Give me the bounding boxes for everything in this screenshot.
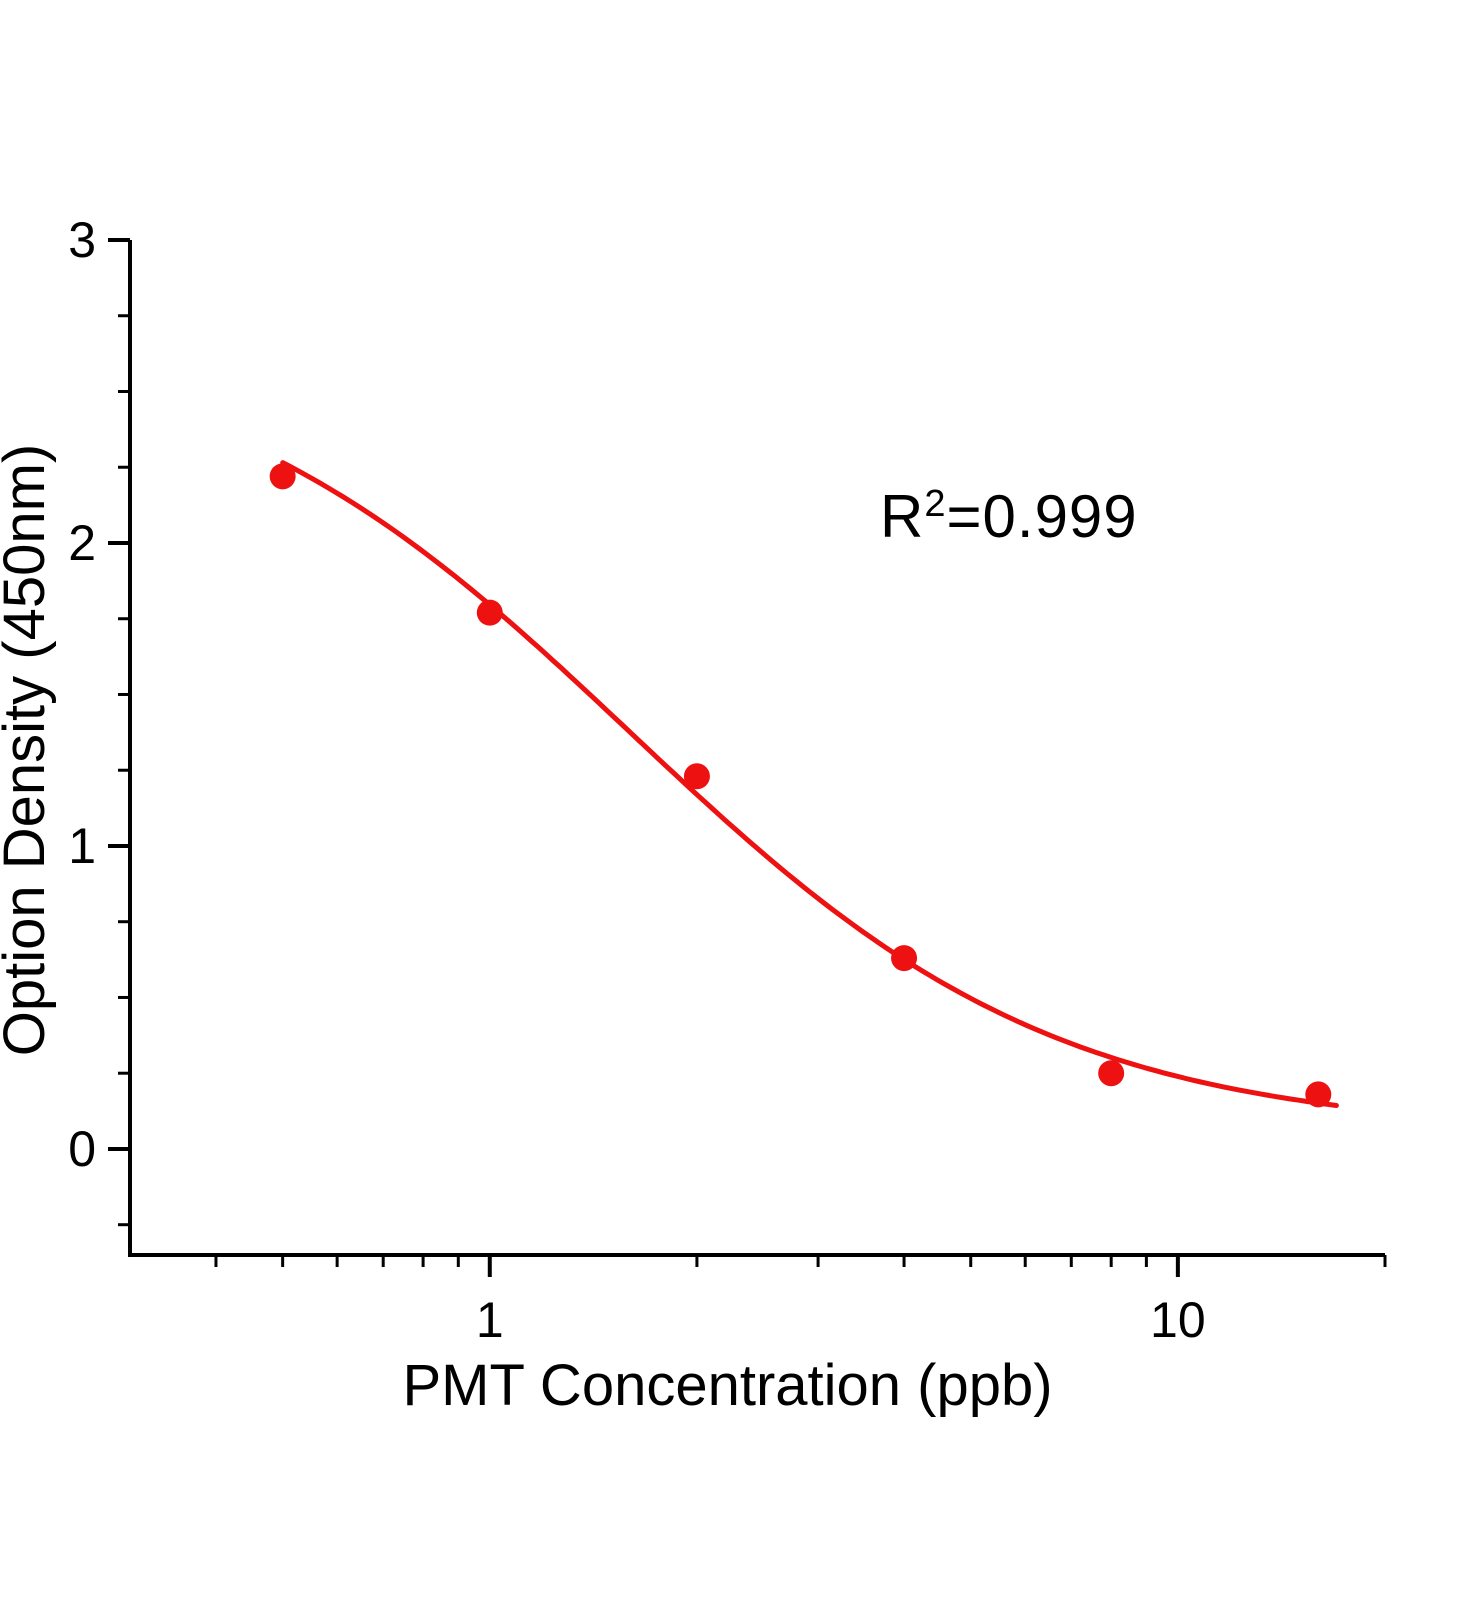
- data-point: [1098, 1060, 1125, 1087]
- y-tick-label: 0: [68, 1121, 96, 1177]
- x-tick-label: 10: [1150, 1292, 1206, 1348]
- r-squared-base: R: [880, 483, 925, 550]
- x-axis-label: PMT Concentration (ppb): [402, 1353, 1052, 1418]
- fit-curve: [280, 460, 1339, 1108]
- x-tick-label: 1: [476, 1292, 504, 1348]
- r-squared-value: =0.999: [946, 483, 1138, 550]
- data-point: [683, 763, 710, 790]
- data-point: [1305, 1081, 1332, 1108]
- y-axis-label: Option Density (450nm): [0, 444, 57, 1056]
- y-tick-label: 1: [68, 818, 96, 874]
- r-squared-superscript: 2: [924, 483, 947, 525]
- r-squared-annotation: R2=0.999: [880, 482, 1138, 551]
- y-tick-label: 2: [68, 515, 96, 571]
- data-point: [269, 463, 296, 490]
- data-point: [476, 599, 503, 626]
- y-tick-label: 3: [68, 212, 96, 268]
- data-point: [891, 945, 918, 972]
